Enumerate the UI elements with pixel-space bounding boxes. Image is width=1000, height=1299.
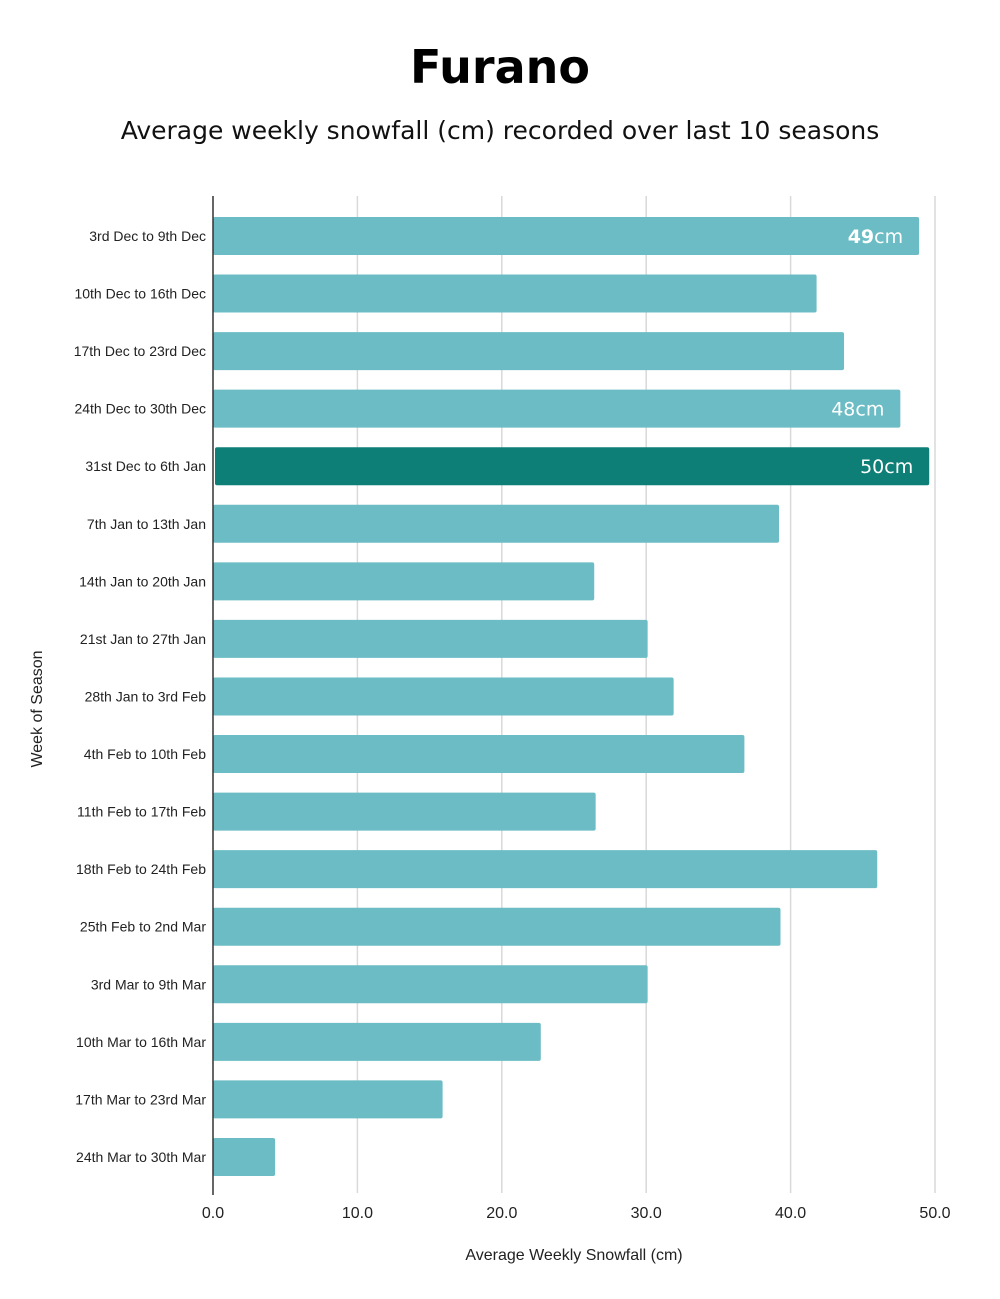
y-category-label: 10th Dec to 16th Dec <box>74 286 206 302</box>
x-tick-label: 50.0 <box>919 1205 950 1222</box>
y-category-label: 18th Feb to 24th Feb <box>76 861 206 877</box>
y-axis-title: Week of Season <box>29 650 46 767</box>
y-category-label: 3rd Dec to 9th Dec <box>89 228 206 244</box>
bar <box>213 965 648 1004</box>
bar <box>213 1080 443 1119</box>
y-category-label: 3rd Mar to 9th Mar <box>91 976 206 992</box>
x-tick-label: 10.0 <box>342 1205 373 1222</box>
y-category-label: 11th Feb to 17th Feb <box>77 804 206 820</box>
bar <box>213 504 780 543</box>
y-category-label: 7th Jan to 13th Jan <box>87 516 206 532</box>
bar <box>213 1137 276 1176</box>
y-category-label: 4th Feb to 10th Feb <box>84 746 206 762</box>
y-category-label: 21st Jan to 27th Jan <box>80 631 206 647</box>
chart-title: Furano <box>410 40 590 94</box>
bar <box>213 274 817 313</box>
bar <box>213 562 595 601</box>
y-category-label: 17th Dec to 23rd Dec <box>74 343 206 359</box>
bar <box>213 332 845 371</box>
chart-subtitle: Average weekly snowfall (cm) recorded ov… <box>120 116 880 145</box>
y-category-label: 14th Jan to 20th Jan <box>79 573 206 589</box>
bar <box>213 619 648 658</box>
x-axis-title: Average Weekly Snowfall (cm) <box>465 1247 682 1264</box>
x-tick-label: 40.0 <box>775 1205 806 1222</box>
y-category-label: 10th Mar to 16th Mar <box>76 1034 206 1050</box>
bar <box>213 792 596 831</box>
bar <box>213 389 901 428</box>
x-tick-label: 30.0 <box>631 1205 662 1222</box>
x-tick-label: 0.0 <box>202 1205 224 1222</box>
y-category-label: 24th Dec to 30th Dec <box>74 401 206 417</box>
bar-data-label: 49cm <box>848 226 903 248</box>
bar <box>213 677 674 716</box>
bars <box>213 217 930 1176</box>
bar <box>213 1022 541 1061</box>
bar-data-label: 48cm <box>831 399 884 421</box>
bar <box>213 217 920 255</box>
bar <box>213 907 781 946</box>
x-tick-label: 20.0 <box>486 1205 517 1222</box>
labels: 0.0 10.0 20.0 30.0 40.0 50.0 3rd Dec to 9th De… <box>74 226 951 1222</box>
y-category-label: 17th Mar to 23rd Mar <box>75 1091 206 1107</box>
y-category-label: 25th Feb to 2nd Mar <box>80 919 206 935</box>
bar <box>213 850 878 889</box>
bar <box>213 735 745 774</box>
y-category-label: 28th Jan to 3rd Feb <box>85 688 207 704</box>
bar-data-label: 50cm <box>860 456 913 478</box>
y-category-label: 24th Mar to 30th Mar <box>76 1149 206 1165</box>
bar-highlighted <box>215 447 930 486</box>
y-category-label: 31st Dec to 6th Jan <box>85 458 206 474</box>
